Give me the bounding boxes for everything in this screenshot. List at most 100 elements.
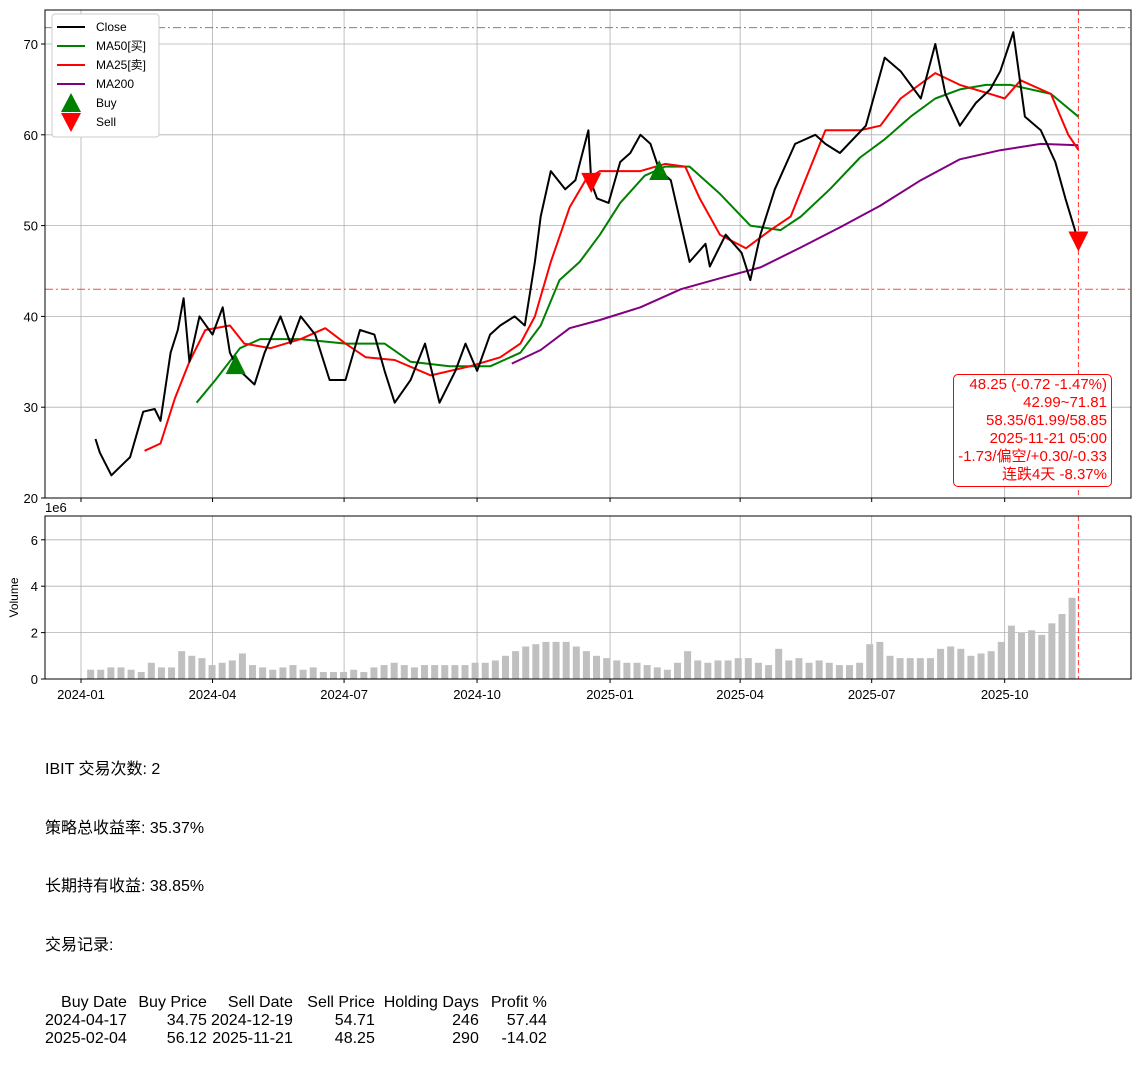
legend-label: Close xyxy=(96,20,127,34)
volume-bar xyxy=(1058,614,1066,679)
col-sell-date: Sell Date xyxy=(227,994,293,1011)
volume-bar xyxy=(1068,597,1076,679)
y-tick-label: 40 xyxy=(24,309,38,324)
volume-bar xyxy=(1007,625,1015,679)
cell: 48.25 xyxy=(334,1030,375,1047)
volume-bar xyxy=(451,665,459,679)
buy-marker xyxy=(225,354,246,375)
volume-bar xyxy=(289,665,297,679)
volume-bar xyxy=(208,665,216,679)
x-tick-label: 2024-07 xyxy=(320,687,368,702)
volume-bar xyxy=(1038,634,1046,679)
volume-bar xyxy=(876,641,884,679)
volume-bar xyxy=(441,665,449,679)
volume-bar xyxy=(259,667,267,679)
volume-bar xyxy=(846,665,854,679)
volume-bar xyxy=(795,658,803,679)
x-tick-label: 2024-10 xyxy=(453,687,501,702)
volume-bar xyxy=(916,658,924,679)
volume-bar xyxy=(390,662,398,679)
volume-bar xyxy=(684,651,692,679)
volume-bar xyxy=(987,651,995,679)
volume-bar xyxy=(350,669,358,679)
col-sell-price: Sell Price xyxy=(307,994,375,1011)
y-tick-label: 50 xyxy=(24,219,38,234)
volume-bar xyxy=(380,665,388,679)
y-tick-label: 30 xyxy=(24,400,38,415)
volume-bar xyxy=(866,644,874,679)
cell: 2024-04-17 xyxy=(45,1012,127,1029)
volume-bar xyxy=(856,662,864,679)
volume-bar xyxy=(421,665,429,679)
cell: 246 xyxy=(452,1012,479,1029)
volume-bar xyxy=(471,662,479,679)
volume-bar xyxy=(532,644,540,679)
volume-bar xyxy=(572,646,580,679)
legend: Close MA50[买] MA25[卖] MA200 Buy Sell xyxy=(51,13,160,138)
volume-tick-label: 4 xyxy=(31,579,38,594)
volume-bar xyxy=(1028,630,1036,679)
info-line: 连跌4天 -8.37% xyxy=(1001,466,1107,483)
volume-bar xyxy=(603,658,611,679)
volume-bar xyxy=(805,662,813,679)
volume-bar xyxy=(340,672,348,679)
volume-bar xyxy=(329,672,337,679)
trade-table-header: Buy Date Buy Price Sell Date Sell Price … xyxy=(45,994,547,1012)
price-info-box: 48.25 (-0.72 -1.47%) 42.99~71.81 58.35/6… xyxy=(953,374,1112,487)
legend-label: MA25[卖] xyxy=(96,58,146,72)
series-line-ma50 xyxy=(195,83,1080,404)
cell: 2024-12-19 xyxy=(211,1012,293,1029)
legend-label: Sell xyxy=(96,115,116,129)
volume-bar xyxy=(198,658,206,679)
volume-tick-label: 6 xyxy=(31,533,38,548)
volume-bar xyxy=(97,669,105,679)
volume-axes-frame xyxy=(44,515,1132,680)
trade-count: IBIT 交易次数: 2 xyxy=(45,761,161,778)
volume-bar xyxy=(724,660,732,679)
volume-bar xyxy=(744,658,752,679)
x-tick-label: 2024-01 xyxy=(57,687,105,702)
volume-bar xyxy=(188,655,196,679)
volume-bar xyxy=(400,665,408,679)
volume-bar xyxy=(107,667,115,679)
volume-bar xyxy=(299,669,307,679)
volume-bar xyxy=(967,655,975,679)
trade-row: 2024-04-17 34.75 2024-12-19 54.71 246 57… xyxy=(45,1012,547,1030)
volume-bar xyxy=(633,662,641,679)
volume-bar xyxy=(238,653,246,679)
volume-bar xyxy=(552,641,560,679)
volume-bar xyxy=(319,672,327,679)
col-buy-price: Buy Price xyxy=(138,994,207,1011)
series-line-ma200 xyxy=(511,142,1079,365)
volume-bar xyxy=(653,667,661,679)
legend-label: MA200 xyxy=(96,77,134,91)
volume-bar xyxy=(360,672,368,679)
volume-bar xyxy=(147,662,155,679)
volume-bar xyxy=(714,660,722,679)
volume-tick-label: 0 xyxy=(31,672,38,687)
volume-bar xyxy=(87,669,95,679)
info-line: 48.25 (-0.72 -1.47%) xyxy=(969,376,1107,393)
volume-bar xyxy=(593,655,601,679)
volume-bar xyxy=(491,660,499,679)
volume-bar xyxy=(562,641,570,679)
volume-bar xyxy=(249,665,257,679)
volume-bar xyxy=(704,662,712,679)
volume-bar xyxy=(775,648,783,679)
volume-bar xyxy=(886,655,894,679)
volume-bar xyxy=(815,660,823,679)
cell: 290 xyxy=(452,1030,479,1047)
volume-bar xyxy=(309,667,317,679)
volume-bar xyxy=(643,665,651,679)
legend-label: MA50[买] xyxy=(96,39,146,53)
volume-bar xyxy=(461,665,469,679)
sell-marker xyxy=(1068,231,1089,252)
legend-sell-icon xyxy=(61,113,81,132)
chart-canvas: 2024-01 2024-04 2024-07 2024-10 2025-01 2025-… xyxy=(7,9,1132,702)
info-line: 42.99~71.81 xyxy=(1023,394,1107,411)
cell: -14.02 xyxy=(501,1030,547,1047)
x-tick-label: 2024-04 xyxy=(189,687,237,702)
x-tick-label: 2025-07 xyxy=(848,687,896,702)
volume-bar xyxy=(896,658,904,679)
volume-bar xyxy=(481,662,489,679)
